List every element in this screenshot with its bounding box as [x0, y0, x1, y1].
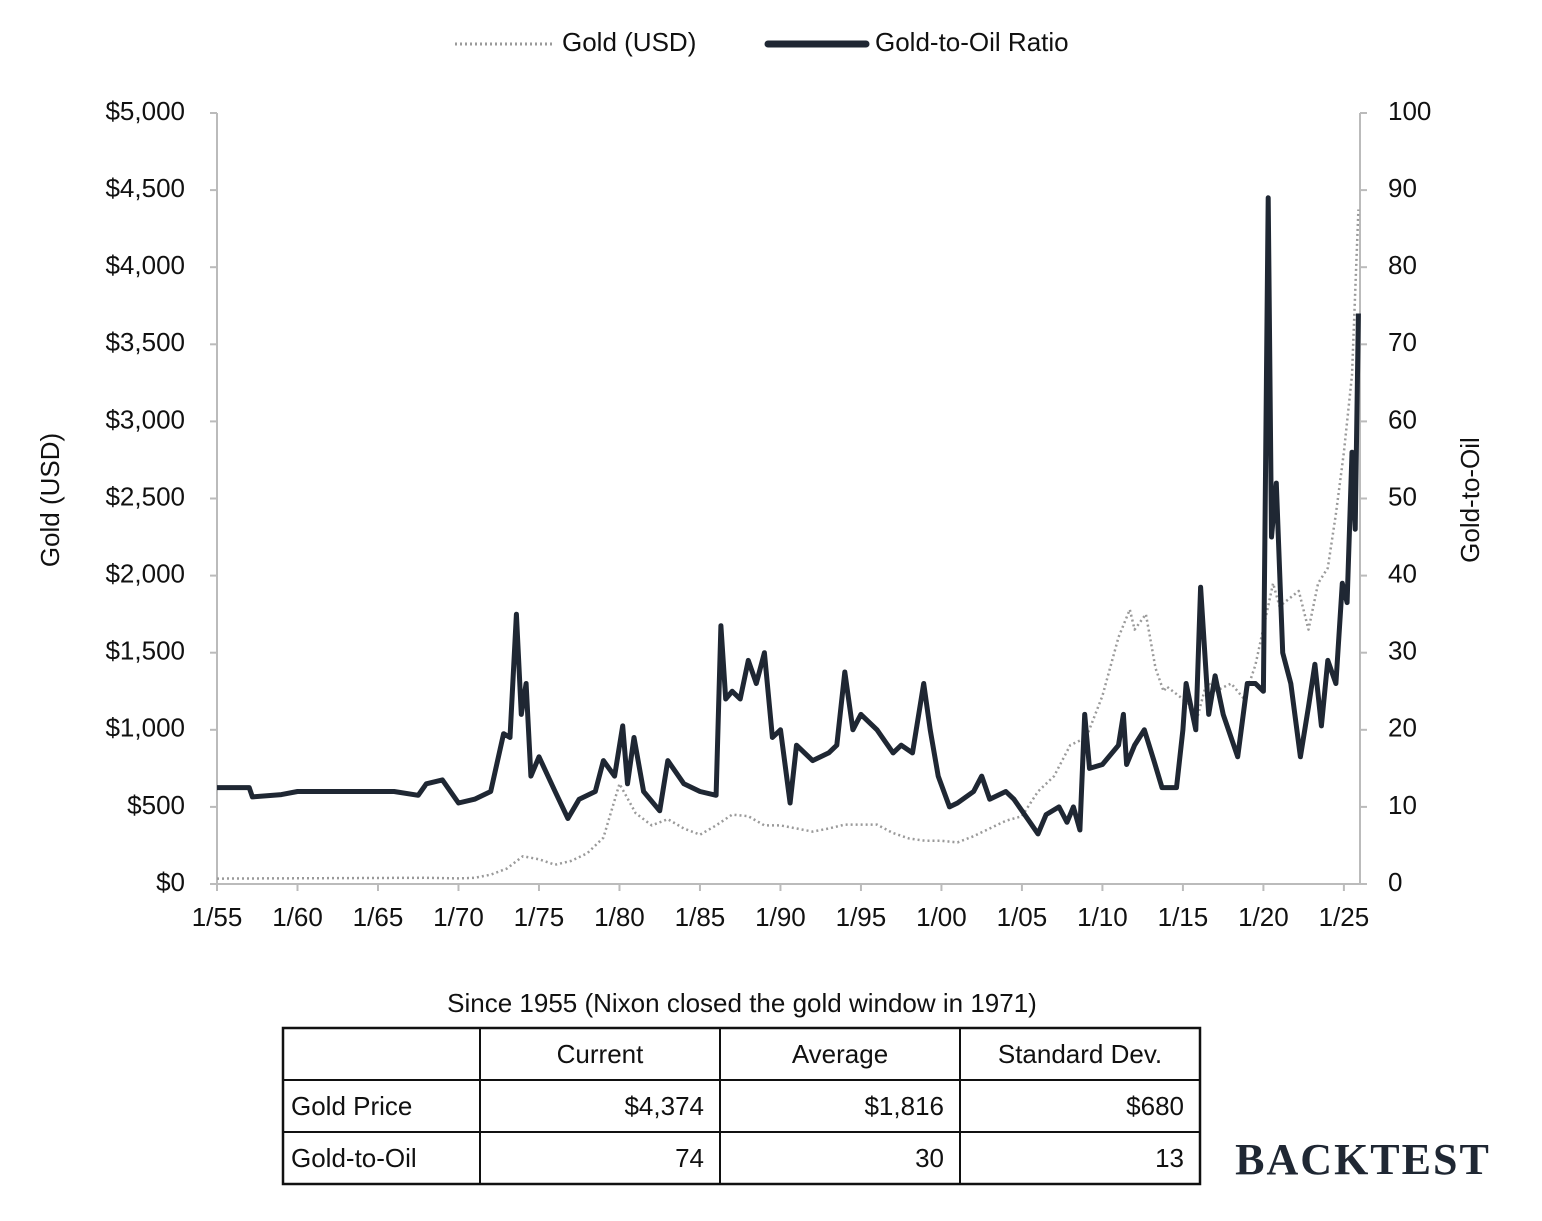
table-cell: $680	[1126, 1091, 1184, 1121]
table-cell: 30	[915, 1143, 944, 1173]
x-tick-label: 1/55	[192, 902, 243, 932]
table-border	[281, 1026, 1202, 1186]
table-header: Standard Dev.	[998, 1039, 1162, 1069]
x-tick-label: 1/25	[1319, 902, 1370, 932]
series-line	[216, 209, 1360, 880]
y-axis-title: Gold (USD)	[35, 433, 65, 567]
y2-tick-label: 90	[1388, 173, 1417, 203]
x-tick-label: 1/65	[353, 902, 404, 932]
y-tick-label: $4,500	[105, 173, 185, 203]
y2-tick-label: 0	[1388, 867, 1402, 897]
x-tick-label: 1/80	[594, 902, 645, 932]
y2-tick-label: 70	[1388, 327, 1417, 357]
brand-logo: BACKTEST	[1235, 1135, 1491, 1184]
x-tick-label: 1/10	[1077, 902, 1128, 932]
series-line	[217, 195, 1361, 837]
y-tick-label: $4,000	[105, 250, 185, 280]
x-tick-label: 1/70	[433, 902, 484, 932]
y-tick-label: $3,000	[105, 404, 185, 434]
x-tick-label: 1/20	[1238, 902, 1289, 932]
y2-tick-label: 30	[1388, 636, 1417, 666]
y-tick-label: $2,500	[105, 481, 185, 511]
table-cell: $1,816	[864, 1091, 944, 1121]
x-tick-label: 1/00	[916, 902, 967, 932]
x-tick-label: 1/75	[514, 902, 565, 932]
table-row-label: Gold-to-Oil	[291, 1143, 417, 1173]
y2-tick-label: 60	[1388, 404, 1417, 434]
x-tick-label: 1/85	[675, 902, 726, 932]
x-tick-label: 1/90	[755, 902, 806, 932]
table-cell: $4,374	[624, 1091, 704, 1121]
y-tick-label: $1,500	[105, 636, 185, 666]
y2-tick-label: 40	[1388, 558, 1417, 588]
table-title: Since 1955 (Nixon closed the gold window…	[447, 988, 1037, 1018]
y-tick-label: $3,500	[105, 327, 185, 357]
table-row-label: Gold Price	[291, 1091, 412, 1121]
y2-tick-label: 50	[1388, 481, 1417, 511]
y-tick-label: $1,000	[105, 713, 185, 743]
x-tick-label: 1/60	[272, 902, 323, 932]
table-header: Average	[792, 1039, 888, 1069]
y2-tick-label: 100	[1388, 96, 1431, 126]
y2-tick-label: 80	[1388, 250, 1417, 280]
table-header: Current	[557, 1039, 644, 1069]
x-tick-label: 1/15	[1158, 902, 1209, 932]
legend-label: Gold-to-Oil Ratio	[875, 27, 1069, 57]
y-tick-label: $0	[156, 867, 185, 897]
y2-tick-label: 20	[1388, 713, 1417, 743]
y-tick-label: $500	[127, 790, 185, 820]
x-tick-label: 1/95	[836, 902, 887, 932]
y-tick-label: $2,000	[105, 558, 185, 588]
y2-axis-title: Gold-to-Oil	[1455, 437, 1485, 563]
x-tick-label: 1/05	[997, 902, 1048, 932]
table-cell: 74	[675, 1143, 704, 1173]
y-tick-label: $5,000	[105, 96, 185, 126]
y2-tick-label: 10	[1388, 790, 1417, 820]
table-cell: 13	[1155, 1143, 1184, 1173]
legend-label: Gold (USD)	[562, 27, 696, 57]
